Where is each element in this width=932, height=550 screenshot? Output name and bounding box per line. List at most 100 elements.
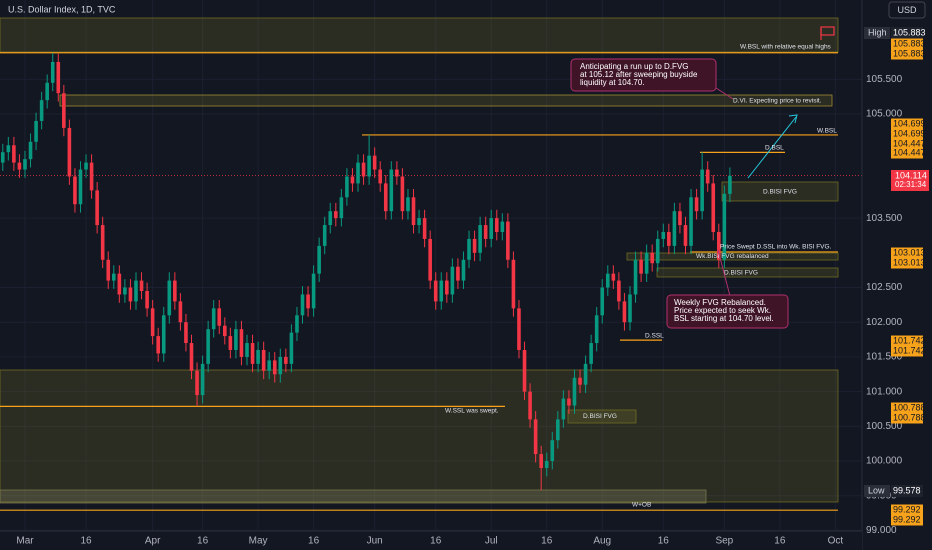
candle-body — [17, 162, 22, 170]
candle-body — [228, 336, 233, 350]
countdown: 02:31:34 — [895, 180, 927, 189]
candle-body — [716, 232, 721, 260]
candle-body — [644, 252, 649, 274]
candle-body — [683, 225, 688, 246]
candle-body — [150, 308, 155, 337]
candle-body — [56, 61, 61, 94]
candle-body — [428, 238, 432, 281]
candle-body — [456, 266, 460, 281]
candle-body — [161, 315, 166, 354]
currency-label[interactable]: USD — [897, 5, 917, 15]
annotation: Wk.BISI FVG rebalanced — [696, 253, 769, 260]
price-tag — [891, 247, 923, 259]
candle-body — [722, 193, 727, 260]
annotation: W.BSL — [817, 128, 837, 135]
candle-body — [400, 176, 405, 212]
candle-body — [222, 325, 227, 337]
candle-body — [583, 363, 588, 385]
candle-body — [245, 343, 249, 357]
chart-title: U.S. Dollar Index, 1D, TVC — [8, 4, 116, 14]
candle-body — [317, 245, 321, 274]
candle-body — [12, 145, 16, 163]
tag-name: High — [868, 27, 887, 37]
candle-body — [445, 280, 449, 295]
price-tag — [891, 27, 923, 39]
annotation: W.SSL was swept. — [445, 408, 499, 415]
y-tick-label: 101.500 — [866, 352, 903, 363]
axes: 99.00099.500100.000100.500101.000101.500… — [16, 74, 902, 547]
callout-text: liquidity at 104.70. — [580, 78, 645, 87]
y-tick-label: 102.000 — [866, 317, 903, 328]
flag-icon — [820, 26, 835, 40]
candle-body — [289, 332, 294, 364]
annotation: Price Swept D.SSL into Wk. BISI FVG. — [720, 244, 832, 251]
candle-body — [95, 190, 99, 226]
x-tick-label: 16 — [430, 536, 442, 547]
candle-body — [422, 218, 427, 239]
grid — [0, 0, 862, 531]
callout — [666, 294, 789, 329]
y-tick-label: 103.500 — [866, 213, 903, 224]
price-tag — [891, 412, 923, 424]
currency-button[interactable] — [888, 1, 926, 19]
candle-body — [511, 259, 516, 309]
candle-body — [439, 280, 444, 302]
candle-body — [111, 273, 116, 281]
candle-body — [145, 290, 149, 309]
candle-body — [461, 259, 466, 281]
candle-body — [34, 120, 38, 142]
candle-body — [711, 183, 716, 233]
candle-body — [450, 266, 455, 295]
candle-body — [134, 280, 138, 302]
price-tag-label: 105.883 — [893, 38, 926, 48]
zone — [0, 369, 839, 503]
candle-body — [383, 183, 388, 212]
candle-body — [561, 398, 566, 420]
candle-body — [339, 197, 344, 219]
candle-body — [539, 454, 543, 468]
tag-name-box — [864, 27, 890, 39]
callout-text: at 105.12 after sweeping buyside — [580, 70, 698, 79]
candle-body — [117, 273, 122, 295]
candle-body — [123, 287, 127, 295]
price-tag — [891, 402, 923, 414]
candle-body — [173, 280, 177, 302]
candle-body — [45, 82, 49, 101]
candle-body — [411, 197, 416, 226]
candle-body — [639, 259, 643, 274]
candle-body — [672, 211, 677, 246]
x-tick-label: 16 — [658, 536, 670, 547]
candle-body — [533, 419, 538, 455]
candle-body — [395, 169, 399, 177]
candle-body — [322, 225, 327, 246]
candle-body — [522, 349, 527, 392]
annotation: D.SSL — [645, 333, 664, 340]
candle-body — [600, 287, 605, 316]
tag-name: Low — [868, 485, 885, 495]
candle-body — [556, 419, 560, 441]
candle-body — [50, 61, 55, 83]
price-tag-label: 105.883 — [893, 27, 926, 37]
candle-body — [628, 294, 632, 323]
x-tick-label: Mar — [16, 536, 34, 547]
candle-body — [483, 225, 488, 239]
y-tick-label: 101.000 — [866, 386, 903, 397]
zone — [721, 181, 839, 202]
price-tag-label: 99.292 — [893, 514, 921, 524]
y-tick-label: 105.500 — [866, 74, 903, 85]
price-tag — [891, 38, 923, 50]
candle-body — [494, 218, 499, 233]
candle-body — [594, 315, 599, 344]
candle-body — [567, 398, 571, 406]
candle-body — [306, 294, 310, 309]
candle-body — [295, 315, 299, 333]
price-tag — [891, 485, 923, 497]
candle-body — [195, 370, 199, 396]
y-tick-label: 100.000 — [866, 456, 903, 467]
arrow-head — [788, 114, 798, 124]
price-tag — [891, 147, 923, 159]
candle-body — [0, 152, 5, 163]
price-tag — [891, 128, 923, 140]
candle-body — [678, 211, 682, 226]
candle-body — [261, 349, 266, 371]
